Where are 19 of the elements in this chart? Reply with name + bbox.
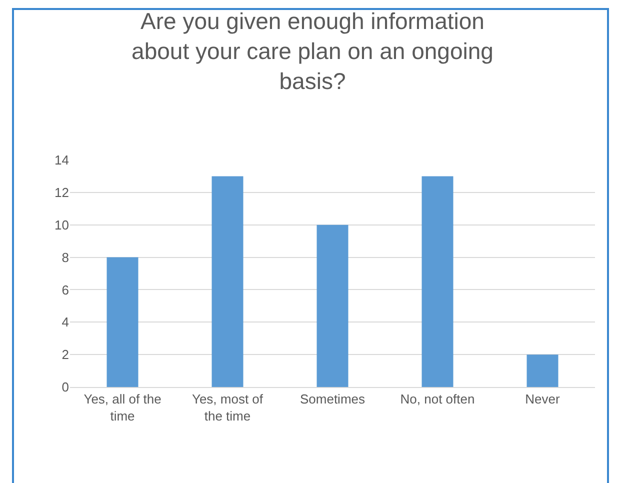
bar bbox=[526, 354, 558, 387]
y-tick-label: 10 bbox=[54, 217, 69, 232]
y-tick-label: 4 bbox=[62, 314, 69, 330]
y-tick-label: 8 bbox=[62, 250, 69, 265]
y-tick-label: 12 bbox=[54, 184, 69, 200]
bar bbox=[212, 176, 244, 387]
y-tick-label: 2 bbox=[62, 347, 69, 362]
y-tick-label: 0 bbox=[62, 380, 69, 395]
bar bbox=[316, 224, 348, 387]
x-tick-label: Sometimes bbox=[300, 392, 366, 407]
bar bbox=[422, 176, 454, 387]
chart-title: Are you given enough information about your care plan on an ongoing basis? bbox=[132, 8, 494, 94]
y-tick-label: 14 bbox=[54, 152, 69, 168]
bar bbox=[106, 257, 138, 387]
x-tick-label: Yes, most of the time bbox=[192, 392, 264, 424]
y-tick-label: 6 bbox=[62, 282, 69, 298]
x-tick-label: Yes, all of the time bbox=[84, 392, 162, 424]
x-tick-label: No, not often bbox=[400, 392, 475, 407]
x-tick-label: Never bbox=[525, 392, 561, 407]
